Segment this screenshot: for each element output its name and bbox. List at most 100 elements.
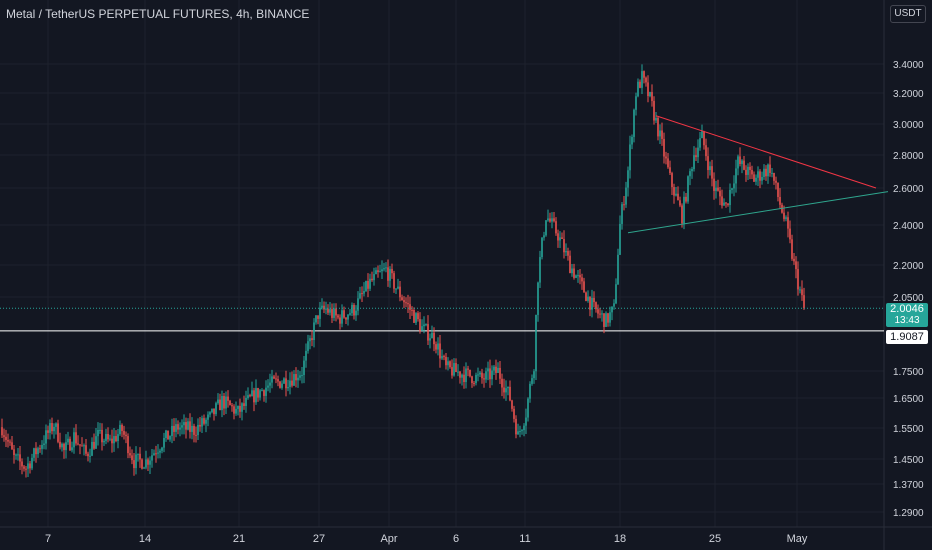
candle-body [107, 434, 109, 440]
candle-body [307, 341, 309, 351]
candle-body [325, 308, 327, 310]
candle-body [365, 281, 367, 291]
candle-body [281, 383, 283, 388]
candle-body [9, 441, 11, 443]
candle-body [355, 310, 357, 316]
candle-body [563, 239, 565, 253]
candle-body [729, 189, 731, 206]
price-tick-label: 2.0500 [893, 293, 924, 304]
candle-body [779, 197, 781, 205]
time-tick-label: Apr [380, 533, 397, 545]
candle-body [457, 371, 459, 373]
candle-body [691, 169, 693, 172]
candle-body [189, 421, 191, 432]
candle-body [73, 432, 75, 448]
candle-body [513, 408, 515, 419]
candle-body [687, 176, 689, 202]
support-trendline [627, 191, 889, 234]
price-axis[interactable]: 3.4000 3.2000 3.0000 2.8000 2.6000 2.4000 2.20… [893, 60, 924, 519]
candle-body [115, 436, 117, 442]
candle-body [591, 297, 593, 310]
candle-body [47, 430, 49, 433]
candle-body [293, 374, 295, 386]
candle-body [573, 268, 575, 278]
candle-body [37, 448, 39, 455]
candle-body [171, 425, 173, 437]
candle-body [685, 196, 687, 202]
candle-body [737, 156, 739, 169]
candle-body [549, 218, 551, 222]
candle-body [69, 438, 71, 451]
candle-body [543, 235, 545, 238]
candle-body [463, 374, 465, 383]
candle-body [61, 443, 63, 448]
currency-button[interactable]: USDT [890, 5, 926, 23]
candle-body [795, 261, 797, 270]
candle-body [497, 367, 499, 373]
candle-body [561, 237, 563, 240]
candle-body [763, 168, 765, 177]
candle-body [579, 275, 581, 278]
candle-body [299, 375, 301, 378]
candle-body [407, 303, 409, 305]
candle-body [671, 173, 673, 188]
candle-body [153, 453, 155, 456]
candle-body [313, 322, 315, 341]
candle-body [777, 182, 779, 198]
candle-body [215, 403, 217, 415]
candle-body [587, 296, 589, 301]
candle-body [551, 218, 553, 222]
candle-body [11, 442, 13, 450]
candle-body [323, 305, 325, 310]
candle-body [363, 290, 365, 294]
candle-body [31, 457, 33, 469]
candle-body [295, 374, 297, 381]
candle-body [261, 390, 263, 392]
candle-body [131, 455, 133, 461]
candle-body [105, 434, 107, 441]
candle-body [597, 309, 599, 314]
candle-body [725, 202, 727, 204]
candle-body [285, 378, 287, 389]
candle-body [157, 452, 159, 454]
candle-body [477, 374, 479, 376]
candle-body [371, 278, 373, 281]
candle-body [103, 440, 105, 443]
horizontal-line-price-tag: 1.9087 [886, 330, 928, 344]
candle-body [383, 268, 385, 270]
candle-body [769, 164, 771, 173]
candle-body [429, 338, 431, 341]
candle-body [199, 424, 201, 427]
candle-body [411, 309, 413, 311]
candle-body [721, 196, 723, 206]
candle-body [243, 403, 245, 406]
candle-body [223, 396, 225, 409]
candle-body [599, 313, 601, 315]
price-tick-label: 3.2000 [893, 89, 924, 100]
candle-body [753, 174, 755, 182]
candle-body [761, 176, 763, 181]
candle-body [57, 423, 59, 442]
candle-body [247, 395, 249, 398]
candle-body [645, 77, 647, 83]
candle-body [53, 426, 55, 432]
candle-body [553, 218, 555, 222]
price-tick-label: 1.6500 [893, 394, 924, 405]
candle-body [679, 200, 681, 206]
candle-body [545, 220, 547, 236]
resistance-trendline [655, 115, 877, 189]
candle-body [425, 324, 427, 326]
price-tick-label: 1.7500 [893, 367, 924, 378]
candle-body [757, 171, 759, 178]
candle-body [95, 436, 97, 449]
candle-body [143, 467, 145, 469]
candle-body [219, 399, 221, 411]
candle-body [233, 406, 235, 414]
candle-body [557, 233, 559, 241]
time-axis[interactable]: 7 14 21 27 Apr 6 11 18 25 May [45, 533, 808, 545]
candle-body [333, 308, 335, 318]
candle-body [191, 425, 193, 432]
candle-body [273, 376, 275, 379]
candle-body [397, 286, 399, 289]
